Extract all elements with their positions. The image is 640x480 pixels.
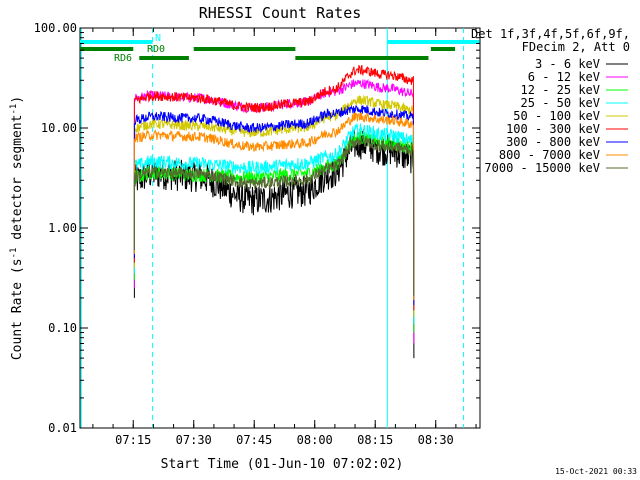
y-axis-label-end: ) — [10, 96, 25, 104]
y-tick-label: 100.00 — [34, 21, 77, 35]
y-axis-label-sup2: -1 — [9, 104, 19, 115]
x-tick-label: 07:15 — [115, 433, 151, 447]
legend-entry-label: 300 - 800 keV — [506, 135, 600, 149]
legend: Det 1f,3f,4f,5f,6f,9f, FDecim 2, Att 0 3… — [471, 27, 630, 175]
y-tick-label: 10.00 — [41, 121, 77, 135]
y-axis-label-mid: detector segment — [10, 115, 25, 248]
y-axis-label-sup1: -1 — [9, 248, 19, 259]
legend-entry-label: 100 - 300 keV — [506, 122, 600, 136]
x-tick-label: 07:30 — [176, 433, 212, 447]
y-axis-label-main: Count Rate (s — [10, 258, 25, 360]
series-line — [133, 111, 415, 301]
y-tick-label: 0.10 — [48, 321, 77, 335]
y-tick-label: 1.00 — [48, 221, 77, 235]
y-tick-label: 0.01 — [48, 421, 77, 435]
x-axis-ticks: 07:15 07:30 07:45 08:00 08:15 08:30 — [92, 28, 477, 447]
legend-entry-label: 800 - 7000 keV — [499, 148, 600, 162]
flag-label: N — [155, 33, 161, 44]
plot-area — [79, 27, 481, 429]
chart-title: RHESSI Count Rates — [199, 4, 362, 22]
series-line — [133, 94, 415, 317]
series-lines — [133, 64, 415, 359]
series-line — [133, 64, 415, 311]
legend-entry-label: 50 - 100 keV — [513, 109, 600, 123]
legend-entry-label: 3 - 6 keV — [535, 57, 600, 71]
legend-header-1: Det 1f,3f,4f,5f,6f,9f, — [471, 27, 630, 41]
x-tick-label: 07:45 — [236, 433, 272, 447]
x-tick-label: 08:30 — [418, 433, 454, 447]
legend-header-2: FDecim 2, Att 0 — [522, 40, 630, 54]
legend-entry-label: 12 - 25 keV — [521, 83, 600, 97]
series-line — [133, 135, 415, 296]
legend-entry-label: 25 - 50 keV — [521, 96, 600, 110]
legend-entry-label: 6 - 12 keV — [528, 70, 600, 84]
y-axis-label: Count Rate (s-1 detector segment-1) — [9, 96, 25, 360]
x-tick-label: 08:00 — [297, 433, 333, 447]
legend-entry-label: 7000 - 15000 keV — [484, 161, 600, 175]
x-axis-label: Start Time (01-Jun-10 07:02:02) — [161, 457, 404, 472]
y-axis-ticks: 100.00 10.00 1.00 0.10 0.01 — [34, 21, 480, 435]
vertical-markers — [80, 28, 465, 428]
plot-border — [79, 27, 481, 429]
flag-label: RD6 — [114, 53, 132, 64]
flag-label: RD0 — [147, 44, 165, 55]
x-tick-label: 08:15 — [357, 433, 393, 447]
series-line — [133, 104, 415, 306]
generation-timestamp: 15-Oct-2021 00:33 — [555, 467, 637, 476]
series-line — [133, 123, 415, 324]
